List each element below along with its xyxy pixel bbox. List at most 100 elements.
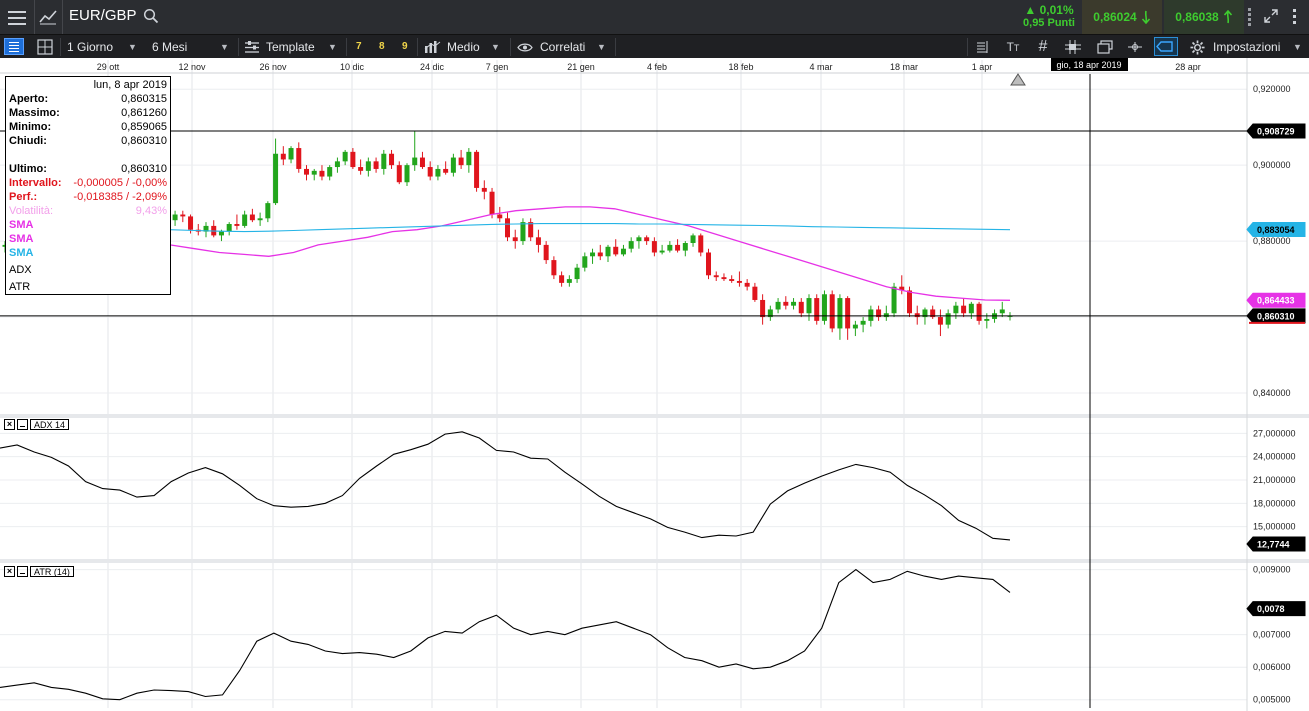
candle-body	[968, 303, 974, 314]
indicator-sma-3[interactable]: SMA	[9, 247, 34, 259]
candle-body	[474, 151, 480, 188]
candle-body	[582, 256, 588, 268]
indicator-sma-2[interactable]: SMA	[9, 233, 34, 245]
sell-price-button[interactable]: 0,86024	[1082, 0, 1162, 34]
label-tag-button[interactable]	[1154, 37, 1178, 56]
range-dropdown[interactable]: 6 Mesi	[152, 40, 188, 54]
copy-window-icon[interactable]	[1097, 40, 1113, 54]
candle-body	[419, 157, 425, 168]
average-caret-icon[interactable]: ▼	[491, 42, 500, 52]
preset-8-button[interactable]: 8	[379, 41, 385, 52]
candle-body	[505, 218, 510, 238]
drag-handle-icon[interactable]	[1248, 6, 1256, 28]
template-icon[interactable]	[244, 41, 260, 54]
adx-tick-label: 27,000000	[1253, 428, 1296, 438]
settings-dropdown[interactable]: Impostazioni	[1213, 40, 1281, 54]
adx-line	[0, 431, 1011, 541]
candle-body	[729, 279, 735, 281]
indicator-sma-1[interactable]: SMA	[9, 219, 34, 231]
settings-caret-icon[interactable]: ▼	[1293, 42, 1302, 52]
x-tick-label: 28 apr	[1175, 62, 1201, 72]
template-dropdown[interactable]: Template	[266, 40, 315, 54]
candle-body	[203, 225, 209, 232]
list-view-icon[interactable]	[4, 38, 24, 55]
template-caret-icon[interactable]: ▼	[328, 42, 337, 52]
candle-body	[543, 244, 549, 261]
document-icon[interactable]	[975, 40, 989, 54]
candle-body	[675, 244, 681, 251]
candle-body	[937, 317, 943, 325]
candle-body	[535, 237, 541, 245]
candle-body	[899, 286, 905, 291]
candle-body	[427, 167, 433, 177]
candle-body	[265, 203, 271, 219]
candle-body	[760, 299, 766, 318]
range-caret-icon[interactable]: ▼	[220, 42, 229, 52]
x-tick-label: 21 gen	[567, 62, 595, 72]
preset-7-button[interactable]: 7	[356, 41, 362, 52]
expand-icon[interactable]	[1264, 9, 1278, 23]
atr-legend-label: ATR (14)	[30, 566, 74, 577]
arrow-up-icon	[1223, 10, 1232, 24]
adx-close-icon[interactable]: ×	[4, 419, 15, 430]
x-tick-label: 18 feb	[728, 62, 753, 72]
candle-body	[628, 241, 634, 249]
chart-canvas[interactable]: 29 ott 12 nov 26 nov 10 dic 24 dic 7 gen 21 ge…	[0, 58, 1309, 711]
preset-9-button[interactable]: 9	[402, 41, 408, 52]
atr-close-icon[interactable]: ×	[4, 566, 15, 577]
crosshair-icon[interactable]	[1065, 40, 1081, 54]
symbol-title[interactable]: EUR/GBP	[69, 7, 137, 24]
buy-price: 0,86038	[1175, 10, 1219, 24]
high-label: Massimo:	[9, 107, 60, 119]
sma-blue-price-label: 0,883054	[1257, 225, 1295, 235]
adx-tick-label: 24,000000	[1253, 452, 1296, 462]
correlated-dropdown[interactable]: Correlati	[540, 40, 586, 54]
indicator-atr[interactable]: ATR	[9, 281, 31, 293]
sell-price: 0,86024	[1093, 10, 1137, 24]
candle-body	[551, 260, 557, 276]
open-label: Aperto:	[9, 93, 49, 105]
candle-body	[667, 244, 673, 251]
interval-caret-icon[interactable]: ▼	[128, 42, 137, 52]
average-dropdown[interactable]: Medio	[447, 40, 480, 54]
candle-body	[226, 224, 232, 232]
atr-current-label: 0,0078	[1257, 604, 1285, 614]
buy-price-button[interactable]: 0,86038	[1164, 0, 1244, 34]
interval-dropdown[interactable]: 1 Giorno	[67, 40, 114, 54]
adx-legend: × ADX 14	[4, 419, 70, 430]
more-menu-icon[interactable]	[1293, 8, 1297, 26]
candle-body	[218, 231, 224, 236]
adx-current-tag	[1246, 536, 1306, 552]
grid-hash-icon[interactable]: #	[1038, 38, 1048, 55]
x-tick-label: 29 ott	[97, 62, 120, 72]
candle-body	[327, 167, 333, 177]
adx-minimize-icon[interactable]	[17, 419, 28, 430]
average-icon[interactable]	[424, 41, 441, 54]
high-value: 0,861260	[121, 107, 167, 119]
interval-value: -0,000005 / -0,00%	[73, 177, 167, 189]
correlated-caret-icon[interactable]: ▼	[597, 42, 606, 52]
indicator-adx[interactable]: ADX	[9, 264, 32, 276]
correlated-eye-icon[interactable]	[517, 42, 533, 53]
pointer-icon[interactable]	[1127, 40, 1143, 54]
text-size-icon[interactable]: TT	[1006, 40, 1020, 54]
candle-body	[497, 214, 503, 219]
candle-body	[574, 267, 580, 280]
candle-body	[559, 275, 565, 283]
candle-body	[304, 168, 309, 175]
candle-body	[837, 298, 843, 329]
chart-type-icon[interactable]	[38, 8, 58, 26]
atr-minimize-icon[interactable]	[17, 566, 28, 577]
hamburger-menu-icon[interactable]	[8, 9, 26, 25]
layout-grid-icon[interactable]	[37, 39, 53, 55]
candle-body	[273, 153, 279, 204]
candle-body	[644, 237, 650, 242]
settings-gear-icon[interactable]	[1190, 40, 1205, 55]
candle-body	[744, 282, 750, 287]
atr-line	[0, 568, 1011, 701]
atr-tick-label: 0,005000	[1253, 695, 1291, 705]
x-tick-label: 4 feb	[647, 62, 667, 72]
search-icon[interactable]	[143, 8, 159, 24]
candle-body	[311, 170, 317, 175]
candle-body	[721, 277, 727, 280]
